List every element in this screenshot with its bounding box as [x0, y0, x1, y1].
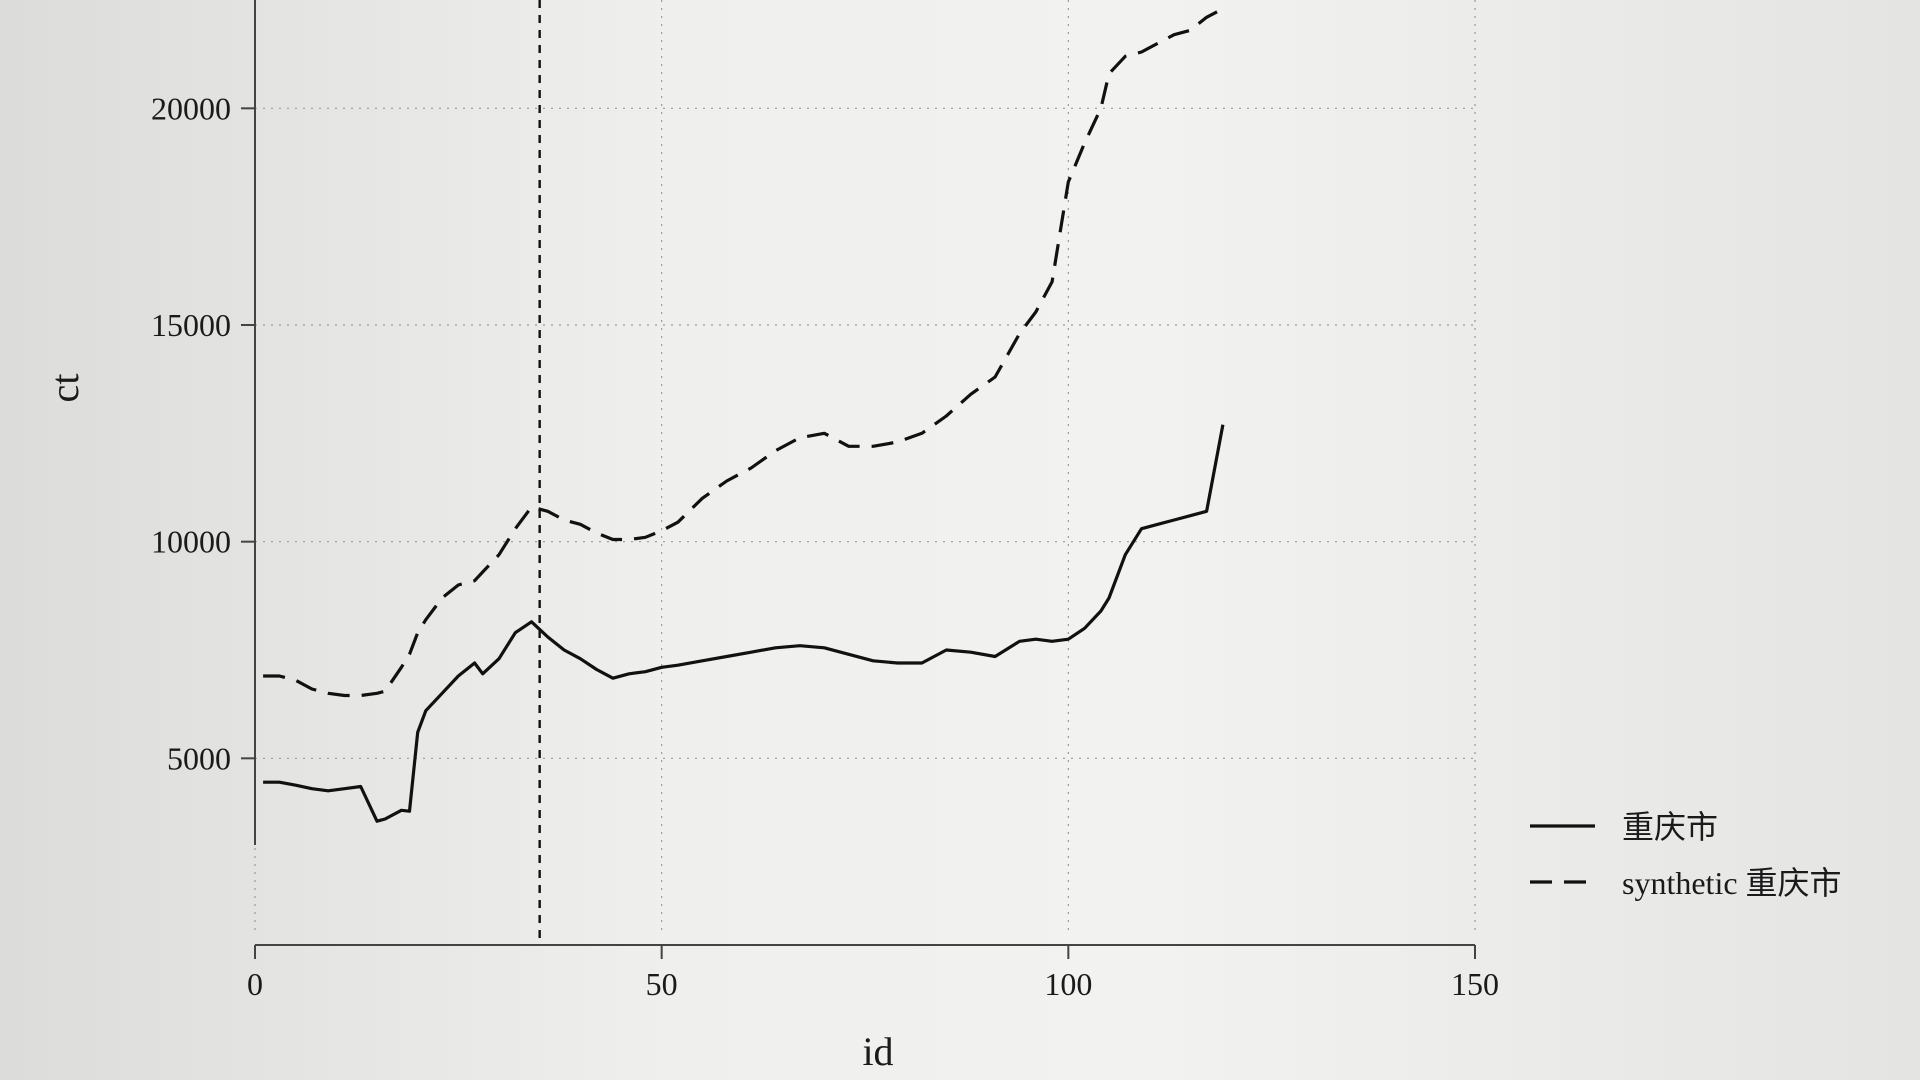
legend: 重庆市 synthetic 重庆市: [1530, 809, 1842, 901]
y-axis-title: ct: [42, 374, 87, 403]
x-tick-label: 50: [646, 966, 678, 1002]
y-tick-label: 20000: [151, 90, 231, 126]
series-group: [263, 7, 1225, 823]
y-tick-label: 5000: [167, 740, 231, 776]
legend-label-series-1: 重庆市: [1622, 809, 1718, 845]
grid-lines: [254, 0, 1476, 930]
x-axis-title: id: [862, 1029, 893, 1074]
x-tick-label: 100: [1044, 966, 1092, 1002]
series-line-2: [263, 7, 1224, 698]
x-axis-ticks: 0 50 100 150: [247, 945, 1499, 1002]
axes: [254, 0, 1475, 946]
y-tick-label: 10000: [151, 524, 231, 560]
y-axis-ticks: 5000 10000 15000 20000: [151, 90, 255, 776]
x-tick-label: 0: [247, 966, 263, 1002]
legend-label-series-2: synthetic 重庆市: [1622, 865, 1842, 901]
x-tick-label: 150: [1451, 966, 1499, 1002]
series-line-1: [263, 424, 1225, 823]
y-tick-label: 15000: [151, 307, 231, 343]
